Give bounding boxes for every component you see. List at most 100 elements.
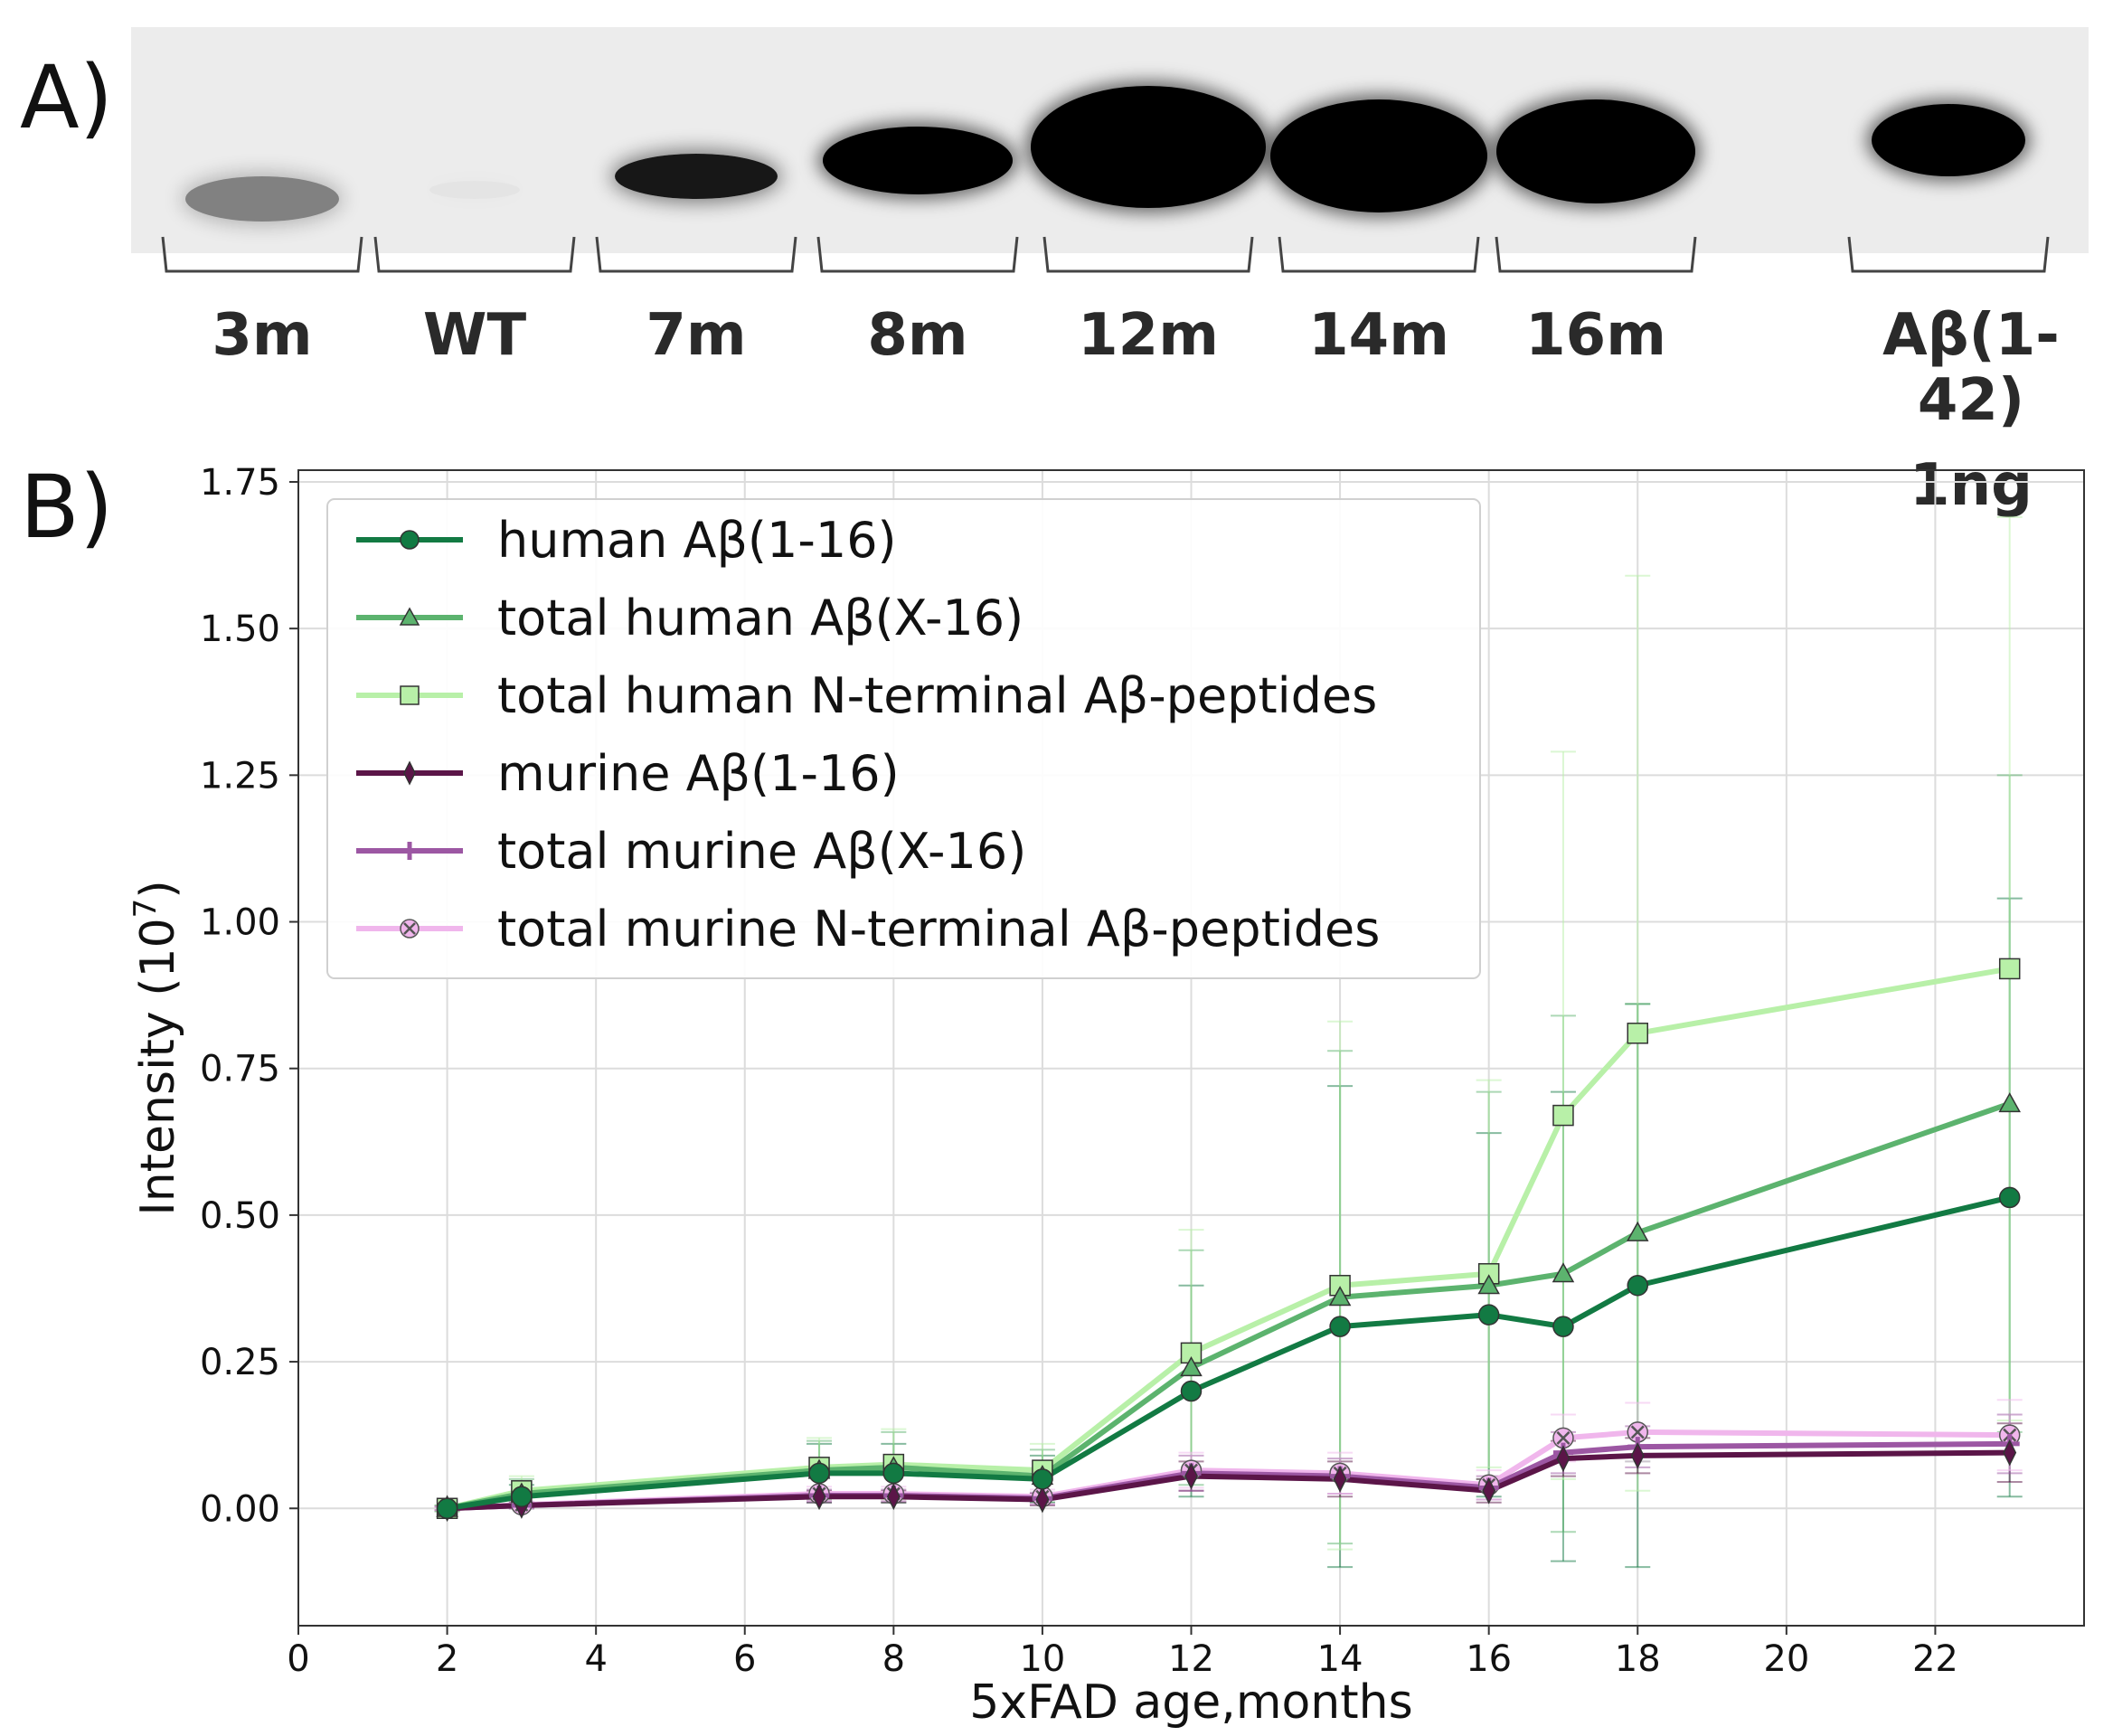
y-axis-title: Intensity (107) — [127, 880, 185, 1215]
y-tick-label: 0.50 — [200, 1195, 280, 1237]
x-tick-label: 14 — [1317, 1638, 1363, 1680]
data-point — [1626, 1221, 1649, 1241]
x-tick-label: 12 — [1168, 1638, 1214, 1680]
x-tick-label: 10 — [1019, 1638, 1065, 1680]
lane-bracket — [595, 236, 797, 273]
legend-label: total murine N-terminal Aβ-peptides — [497, 901, 1380, 958]
data-point — [1482, 1477, 1496, 1505]
lane-bracket — [161, 236, 363, 273]
data-point — [1333, 1465, 1347, 1493]
data-point — [882, 1462, 905, 1485]
x-tick-label: 4 — [584, 1638, 607, 1680]
legend-marker — [399, 607, 420, 626]
y-tick-label: 0.25 — [200, 1342, 280, 1383]
panel-a-label: A) — [20, 47, 114, 148]
data-point — [1556, 1445, 1571, 1472]
lane-label: 16m — [1460, 303, 1731, 368]
legend-box — [326, 498, 1481, 979]
data-point — [1180, 1356, 1203, 1377]
x-axis: 0 2 4 6 8 10 12 14 16 18 20 22 — [287, 1626, 1958, 1680]
lane-label-line1: 16m — [1525, 302, 1666, 369]
western-blot-image — [131, 27, 2089, 253]
blot-band-7 — [1872, 104, 2025, 176]
blot-band-5 — [1270, 99, 1487, 212]
data-point — [1627, 1274, 1648, 1297]
legend-label: murine Aβ(1-16) — [497, 745, 900, 802]
x-tick-label: 20 — [1763, 1638, 1809, 1680]
data-point — [1998, 1186, 2021, 1209]
data-point — [1180, 1380, 1203, 1402]
x-tick-label: 6 — [733, 1638, 756, 1680]
blot-band-2 — [615, 154, 778, 199]
x-tick-label: 8 — [882, 1638, 905, 1680]
y-tick-label: 0.00 — [200, 1488, 280, 1530]
lane-label: 12m — [1013, 303, 1284, 368]
data-point — [1627, 1421, 1648, 1443]
lane-label-line1: 3m — [212, 302, 313, 369]
data-point — [812, 1483, 826, 1511]
lane-bracket — [1495, 236, 1697, 273]
legend: human Aβ(1-16) total human Aβ(X-16) total … — [326, 498, 1481, 979]
lane-label-line1: 14m — [1308, 302, 1449, 369]
panel-b-label: B) — [20, 457, 114, 558]
data-point — [2003, 1439, 2017, 1467]
series-line — [446, 966, 2011, 1512]
lane-label: 14m — [1243, 303, 1514, 368]
legend-marker — [400, 530, 420, 550]
marker-x-cross — [1556, 1430, 1571, 1445]
legend-label: total human Aβ(X-16) — [497, 590, 1023, 646]
lane-label: WT — [339, 303, 610, 368]
lane-label-line1: 8m — [867, 302, 968, 369]
lane-label-line1: 12m — [1078, 302, 1219, 369]
y-tick-label: 1.50 — [200, 609, 280, 650]
legend-marker — [401, 842, 419, 860]
legend-label: total murine Aβ(X-16) — [497, 823, 1026, 880]
x-tick-label: 18 — [1615, 1638, 1661, 1680]
legend-label: total human N-terminal Aβ-peptides — [497, 667, 1377, 724]
data-point — [1630, 1441, 1645, 1469]
x-tick-label: 22 — [1912, 1638, 1958, 1680]
lane-label: 7m — [561, 303, 832, 368]
lane-brackets — [161, 236, 2050, 273]
lane-label-line1: 7m — [646, 302, 747, 369]
lane-bracket — [1847, 236, 2050, 273]
blot-band-0 — [185, 176, 339, 222]
legend-label: human Aβ(1-16) — [497, 512, 897, 569]
lane-label: Aβ(1-42) 1ng — [1835, 303, 2107, 518]
y-axis: 0.00 0.25 0.50 0.75 1.00 1.25 1.50 1.75 — [200, 462, 298, 1530]
data-point — [1184, 1462, 1198, 1490]
data-point — [1552, 1104, 1574, 1127]
blot-band-3 — [823, 127, 1013, 194]
y-tick-label: 1.75 — [200, 462, 280, 504]
legend-marker — [400, 919, 420, 939]
data-point — [1032, 1468, 1053, 1490]
series-lines — [446, 966, 2011, 1512]
series-markers — [436, 958, 2021, 1523]
x-tick-label: 16 — [1466, 1638, 1512, 1680]
data-point — [1552, 1316, 1574, 1337]
lane-label-line1: Aβ(1-42) — [1882, 302, 2060, 434]
data-point — [1998, 1092, 2021, 1113]
lane-bracket — [1278, 236, 1480, 273]
data-point — [1627, 1023, 1648, 1044]
data-point — [436, 1497, 458, 1520]
data-point — [511, 1486, 533, 1508]
y-tick-label: 1.25 — [200, 755, 280, 797]
x-axis-title: 5xFAD age,months — [969, 1675, 1412, 1730]
data-point — [1035, 1486, 1050, 1514]
x-tick-label: 0 — [287, 1638, 309, 1680]
lane-label: 8m — [782, 303, 1053, 368]
y-tick-label: 1.00 — [200, 902, 280, 944]
data-point — [1552, 1427, 1574, 1449]
blot-band-6 — [1496, 99, 1695, 203]
lane-label-line1: WT — [422, 302, 527, 369]
data-point — [1477, 1274, 1500, 1295]
lane-label: 3m — [127, 303, 398, 368]
data-point — [886, 1483, 901, 1511]
marker-x-cross — [403, 922, 416, 935]
data-point — [1552, 1262, 1575, 1283]
marker-x-cross — [1630, 1425, 1645, 1439]
data-point — [1328, 1286, 1352, 1307]
legend-marker — [400, 685, 420, 705]
